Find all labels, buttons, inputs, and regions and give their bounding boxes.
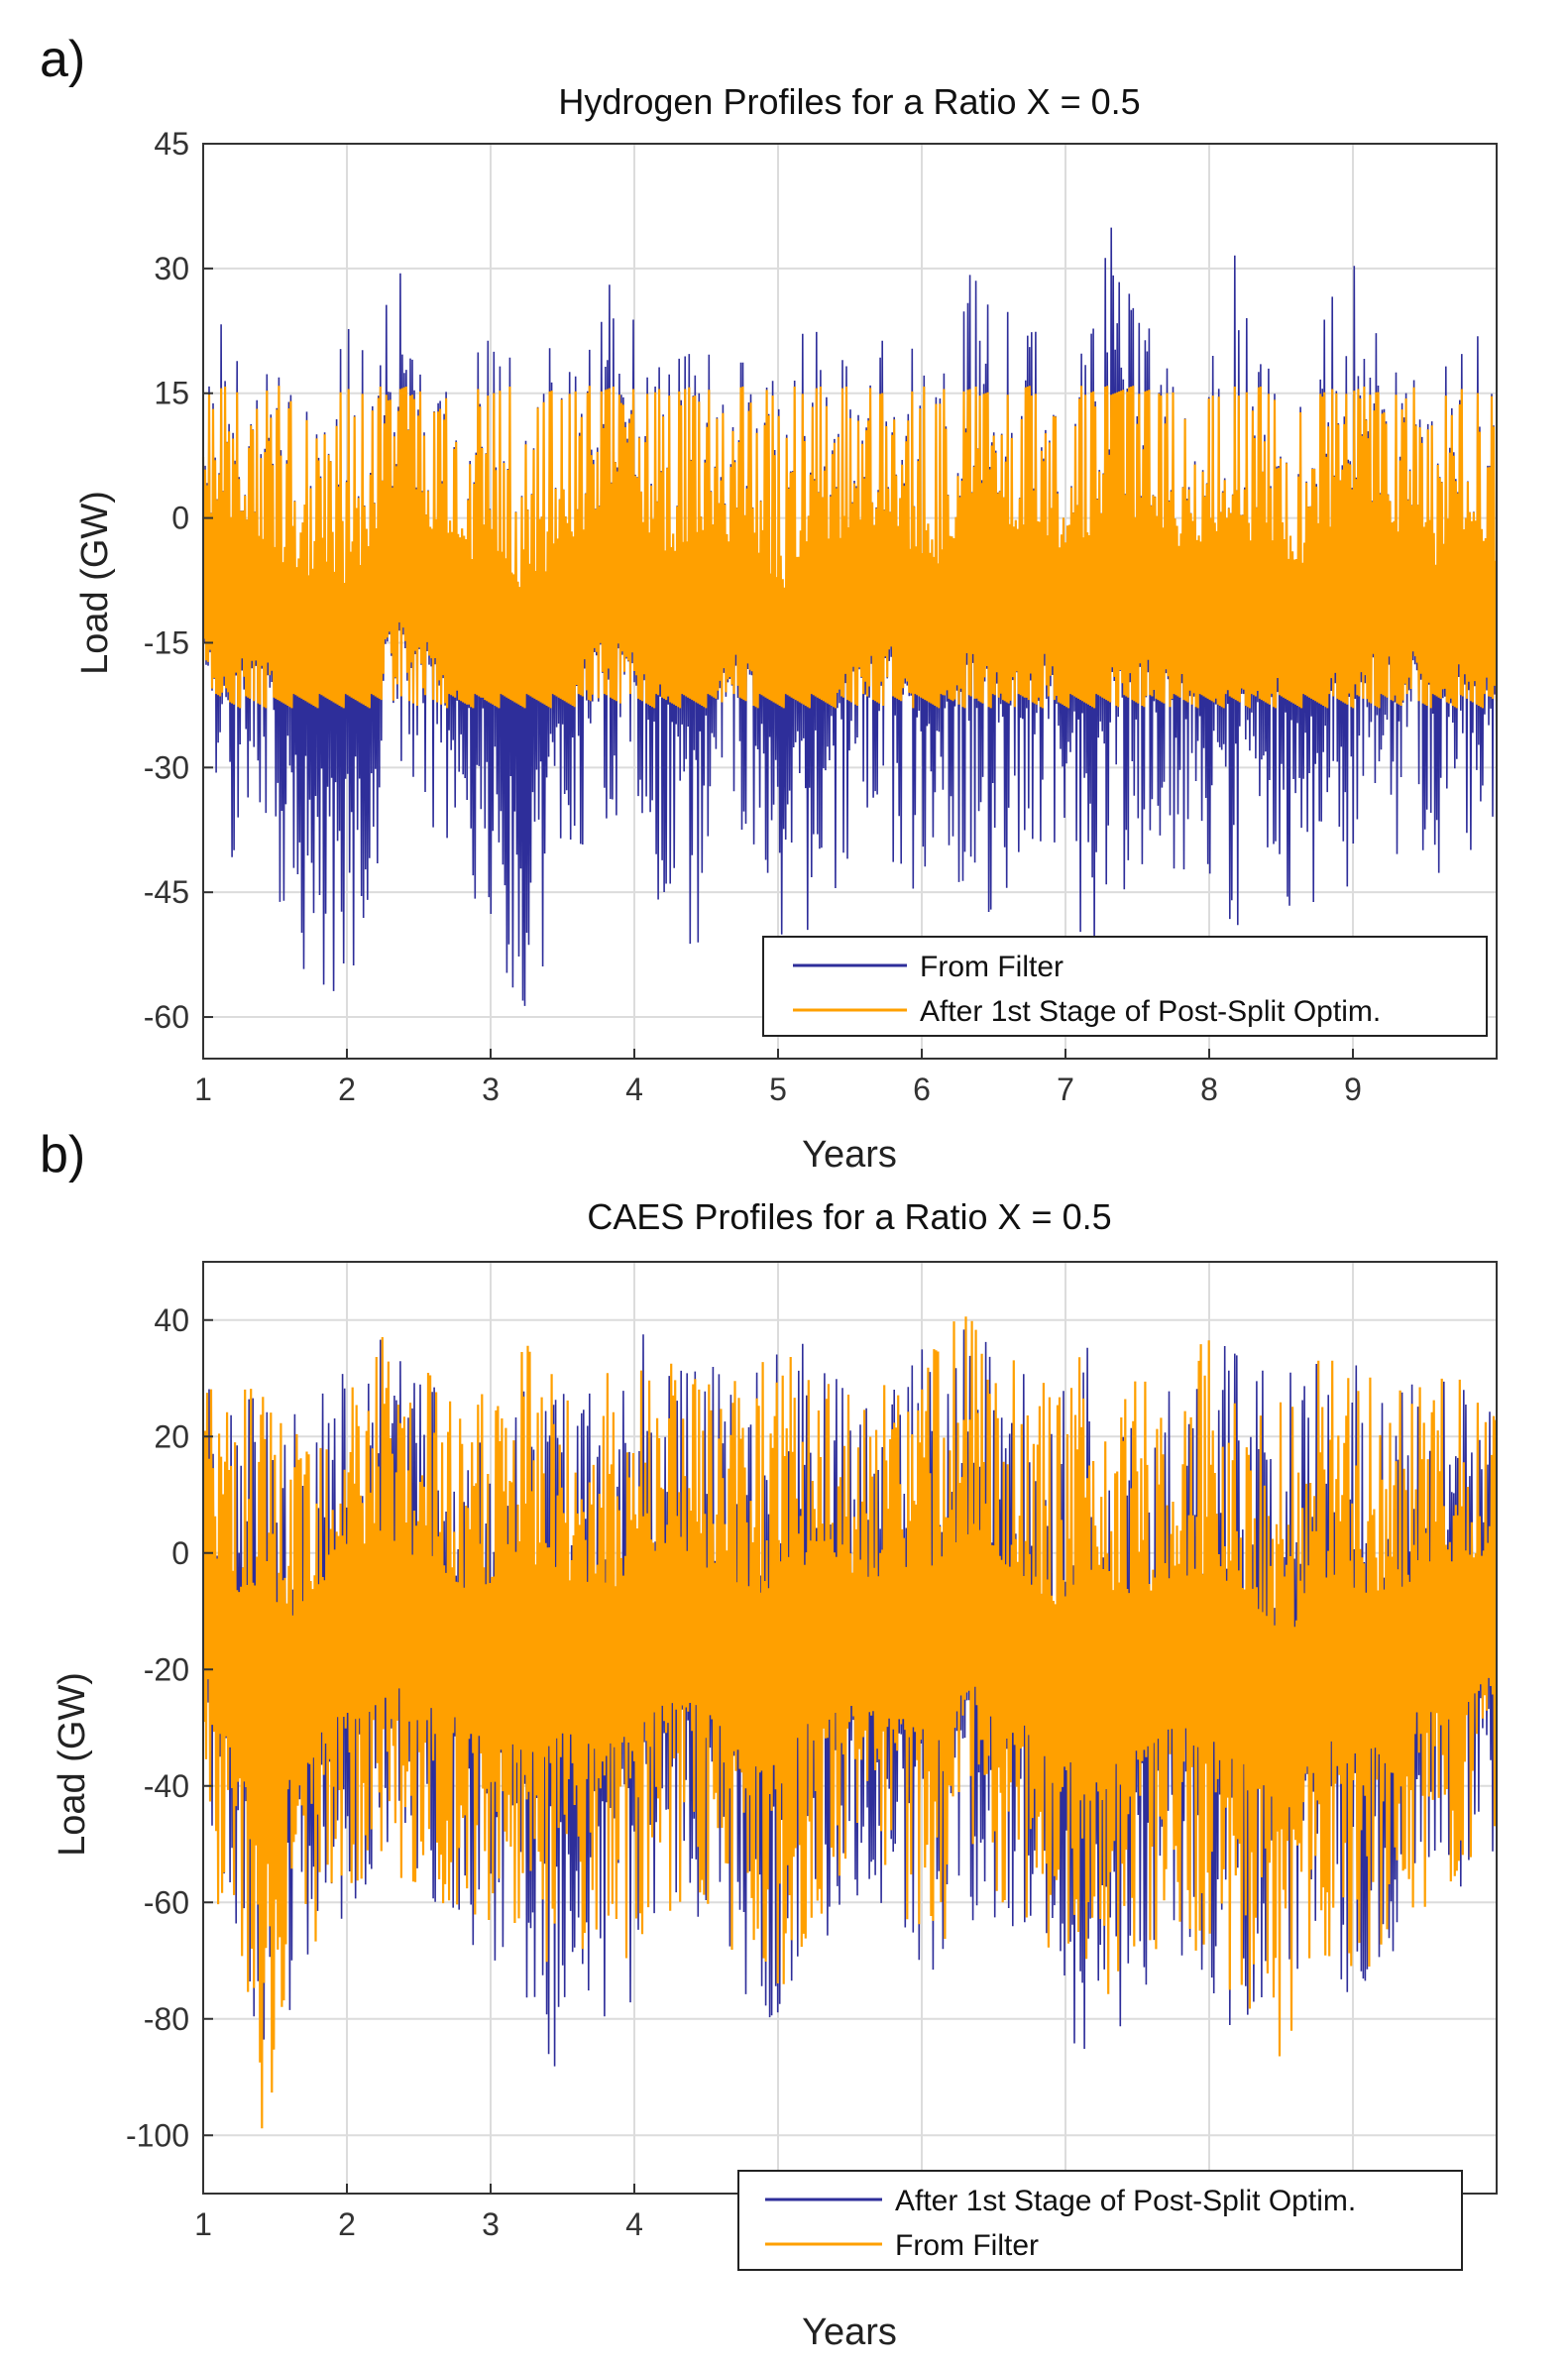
legend: After 1st Stage of Post-Split Optim. Fro… [737, 2170, 1463, 2271]
legend-label-1: After 1st Stage of Post-Split Optim. [895, 2185, 1356, 2217]
axes-frame [202, 143, 1498, 1060]
chart-title: CAES Profiles for a Ratio X = 0.5 [587, 1196, 1111, 1237]
y-tick-label: 30 [154, 251, 189, 286]
x-tick-label: 3 [482, 1072, 500, 1107]
x-axis-label: Years [802, 1134, 897, 1176]
plot-area [201, 227, 1499, 1006]
x-tick-label: 1 [194, 1072, 212, 1107]
y-tick-label: -100 [126, 2117, 189, 2153]
caes-chart: CAES Profiles for a Ratio X = 0.5 Years … [52, 1196, 1499, 2353]
series-from-filter [201, 1316, 1499, 2129]
x-axis-label: Years [802, 2312, 897, 2353]
x-tick-label: 5 [769, 1072, 787, 1107]
y-axis-label: Load (GW) [52, 1672, 93, 1857]
hydrogen-chart: Hydrogen Profiles for a Ratio X = 0.5 Ye… [74, 81, 1499, 1176]
y-tick-label: -20 [144, 1651, 189, 1687]
legend-box [762, 936, 1488, 1037]
x-tick-label: 1 [194, 2206, 212, 2242]
y-tick-label: 15 [154, 376, 189, 411]
x-tick-label: 4 [625, 2206, 643, 2242]
panel-label-b: b) [40, 1126, 86, 1184]
y-tick-label: 20 [154, 1418, 189, 1454]
axes [202, 143, 1498, 1060]
plot-area [201, 1316, 1499, 2129]
legend-label-2: After 1st Stage of Post-Split Optim. [920, 995, 1381, 1028]
x-tick-label: 9 [1344, 1072, 1362, 1107]
y-tick-label: -30 [144, 749, 189, 785]
y-tick-label: -80 [144, 2001, 189, 2037]
y-tick-label: 45 [154, 126, 189, 162]
y-tick-label: -45 [144, 874, 189, 910]
legend-label-2: From Filter [895, 2229, 1039, 2262]
series-after-optim [201, 386, 1499, 709]
legend-box [737, 2170, 1463, 2271]
x-tick-label: 4 [625, 1072, 643, 1107]
y-axis-label: Load (GW) [74, 491, 116, 675]
y-tick-label: 0 [171, 501, 189, 536]
y-tick-label: -15 [144, 624, 189, 660]
x-tick-label: 8 [1200, 1072, 1218, 1107]
y-tick-label: -40 [144, 1768, 189, 1804]
y-tick-label: 0 [171, 1535, 189, 1571]
x-tick-label: 7 [1057, 1072, 1074, 1107]
x-tick-label: 6 [913, 1072, 931, 1107]
y-tick-label: -60 [144, 1884, 189, 1920]
x-tick-label: 2 [338, 2206, 356, 2242]
legend-label-1: From Filter [920, 951, 1064, 983]
x-tick-label: 3 [482, 2206, 500, 2242]
y-tick-label: -60 [144, 999, 189, 1035]
x-tick-label: 2 [338, 1072, 356, 1107]
panel-label-a: a) [40, 31, 86, 88]
legend: From Filter After 1st Stage of Post-Spli… [762, 936, 1488, 1037]
chart-title: Hydrogen Profiles for a Ratio X = 0.5 [558, 81, 1140, 122]
y-tick-label: 40 [154, 1302, 189, 1338]
